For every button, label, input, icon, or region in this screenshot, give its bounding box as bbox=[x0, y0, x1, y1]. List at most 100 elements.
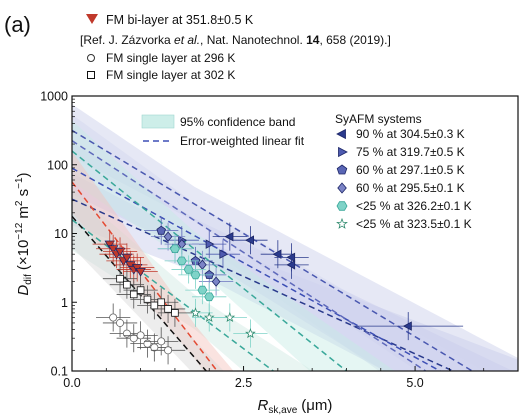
fit-line bbox=[72, 219, 275, 371]
y-tick-label: 0.1 bbox=[51, 365, 68, 379]
x-label-unit: (μm) bbox=[301, 397, 332, 414]
data-point bbox=[116, 274, 124, 283]
fit-line bbox=[72, 181, 219, 371]
legend-series-label: 75 % at 319.7±0.5 K bbox=[356, 145, 465, 159]
data-point bbox=[109, 313, 118, 322]
fit-line bbox=[72, 150, 348, 371]
x-label-sub: sk,ave bbox=[268, 405, 297, 416]
data-point bbox=[286, 260, 296, 270]
y-label-sub: dif bbox=[23, 274, 34, 285]
data-point bbox=[224, 231, 234, 242]
data-point bbox=[129, 290, 138, 299]
data-point bbox=[205, 239, 215, 249]
data-point bbox=[150, 301, 159, 310]
data-point bbox=[190, 307, 201, 318]
data-points bbox=[92, 216, 464, 365]
data-point bbox=[164, 346, 173, 355]
legend-marker-icon bbox=[336, 201, 348, 211]
legend-marker-icon bbox=[336, 128, 346, 140]
legend-marker-icon bbox=[337, 182, 347, 194]
y-axis-label: Ddif (×10−12 m2 s−1) bbox=[14, 172, 34, 295]
data-point bbox=[272, 249, 282, 259]
header-legend: FM bi-layer at 351.8±0.5 K [Ref. J. Zázv… bbox=[80, 13, 391, 82]
legend-marker-icon bbox=[338, 146, 348, 158]
data-point bbox=[169, 244, 180, 253]
panel-label: (a) bbox=[4, 12, 31, 37]
data-point bbox=[143, 295, 152, 304]
x-tick-label: 5.0 bbox=[406, 376, 423, 390]
data-point bbox=[163, 231, 173, 242]
bilayer-marker-icon bbox=[86, 14, 98, 24]
single296-label: FM single layer at 296 K bbox=[106, 51, 235, 65]
band-legend: 95% confidence band Error-weighted linea… bbox=[141, 114, 305, 148]
data-point bbox=[219, 249, 229, 259]
single302-label: FM single layer at 302 K bbox=[106, 68, 235, 82]
y-label-exp2: 2 bbox=[14, 200, 25, 206]
x-tick-label: 2.5 bbox=[235, 376, 252, 390]
x-tick-label: 0.0 bbox=[63, 376, 80, 390]
ref-journal: , Nat. Nanotechnol. bbox=[200, 33, 306, 47]
y-axis-ticks: 0.1 1 10 100 1000 bbox=[40, 90, 77, 379]
data-point bbox=[122, 329, 131, 338]
confidence-band bbox=[72, 185, 224, 371]
data-point bbox=[197, 285, 208, 295]
data-point bbox=[136, 331, 145, 340]
y-label-unit3: s bbox=[15, 189, 32, 201]
data-point bbox=[157, 337, 166, 346]
series-legend: SyAFM systems 90 % at 304.5±0.3 K 75 % at… bbox=[335, 112, 472, 231]
reference-citation: [Ref. J. Zázvorka et al., Nat. Nanotechn… bbox=[80, 33, 391, 47]
fit-line bbox=[72, 198, 456, 371]
confidence-band bbox=[72, 173, 518, 371]
fit-label: Error-weighted linear fit bbox=[180, 134, 305, 148]
data-point bbox=[183, 265, 194, 274]
legend-series-label: <25 % at 323.5±0.1 K bbox=[356, 217, 472, 231]
data-point bbox=[125, 261, 136, 271]
series-legend-items: 90 % at 304.5±0.3 K 75 % at 319.7±0.5 K 60… bbox=[336, 127, 472, 231]
single302-marker-icon bbox=[87, 71, 95, 79]
series-legend-title: SyAFM systems bbox=[335, 112, 422, 126]
data-point bbox=[116, 318, 125, 327]
ref-pages: , 658 (2019).] bbox=[319, 33, 390, 47]
x-label-symbol: R bbox=[258, 397, 269, 414]
data-point bbox=[135, 268, 146, 277]
ref-prefix: [Ref. J. Zázvorka bbox=[80, 33, 174, 47]
y-tick-label: 1000 bbox=[40, 90, 68, 104]
y-label-exp3: −1 bbox=[14, 177, 25, 189]
y-label-close: ) bbox=[15, 172, 32, 177]
legend-marker-icon bbox=[336, 217, 348, 229]
band-label: 95% confidence band bbox=[180, 115, 295, 129]
y-label-exp: −12 bbox=[14, 222, 25, 239]
data-point bbox=[402, 321, 412, 331]
legend-series-label: 90 % at 304.5±0.3 K bbox=[356, 127, 465, 141]
ref-etal: et al. bbox=[174, 33, 200, 47]
data-point bbox=[121, 253, 133, 263]
single296-marker-icon bbox=[87, 54, 95, 62]
y-label-unit: (×10 bbox=[15, 240, 32, 270]
legend-series-label: <25 % at 326.2±0.1 K bbox=[356, 199, 472, 213]
data-point bbox=[286, 252, 296, 263]
data-point bbox=[245, 327, 256, 339]
data-point bbox=[164, 305, 172, 313]
data-point bbox=[245, 235, 254, 245]
data-point bbox=[156, 225, 166, 235]
x-axis-label: Rsk,ave (μm) bbox=[258, 397, 333, 416]
data-point bbox=[114, 247, 126, 257]
legend-series-label: 60 % at 295.5±0.1 K bbox=[356, 181, 465, 195]
data-point bbox=[157, 298, 165, 307]
ref-volume: 14 bbox=[306, 33, 320, 47]
y-tick-label: 1 bbox=[61, 296, 68, 310]
data-point bbox=[224, 311, 236, 323]
y-tick-label: 10 bbox=[54, 227, 68, 241]
y-tick-label: 100 bbox=[47, 158, 68, 172]
fit-line bbox=[72, 167, 442, 371]
legend-series-label: 60 % at 297.1±0.5 K bbox=[356, 163, 465, 177]
data-point bbox=[123, 280, 131, 289]
data-point bbox=[204, 269, 214, 279]
data-point bbox=[171, 309, 179, 317]
data-point bbox=[204, 292, 215, 302]
data-point bbox=[104, 240, 115, 250]
data-point bbox=[136, 286, 145, 294]
data-point bbox=[108, 245, 119, 255]
data-point bbox=[190, 270, 201, 280]
